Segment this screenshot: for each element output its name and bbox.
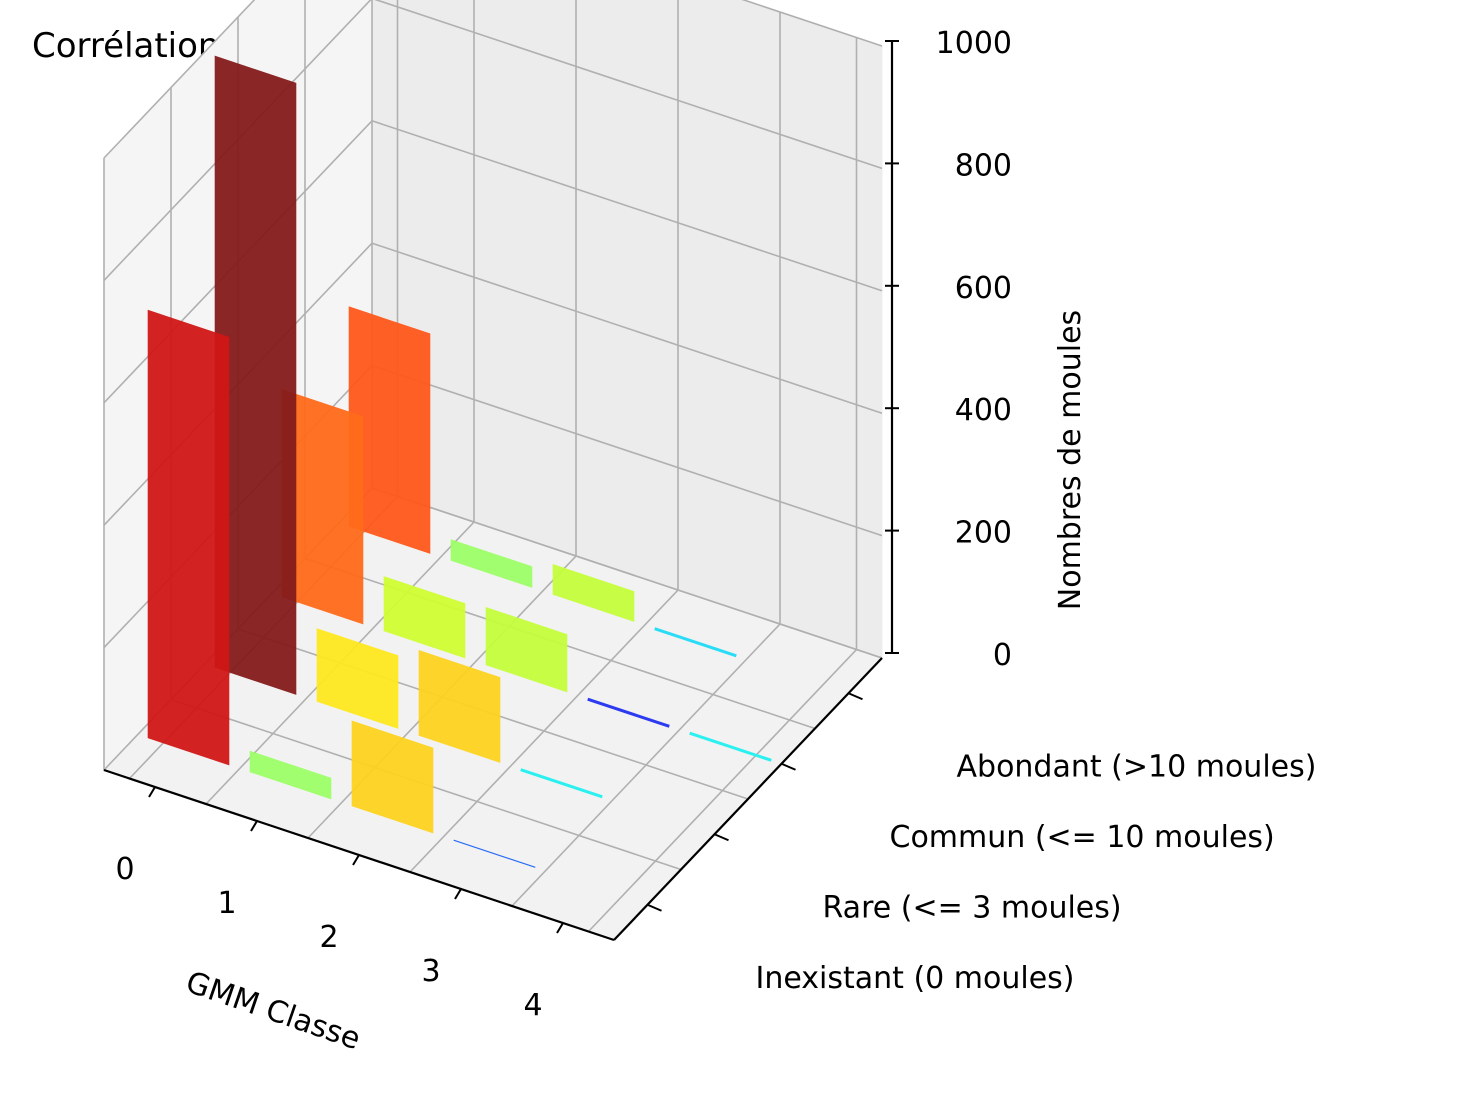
bar: [654, 627, 737, 658]
tick-marks: [148, 40, 899, 934]
bars: [147, 55, 772, 868]
x-axis-label: GMM Classe: [181, 965, 364, 1057]
y-tick-label: Inexistant (0 moules): [756, 961, 1075, 996]
z-tick-label: 800: [955, 148, 1012, 183]
z-axis-label: Nombres de moules: [1053, 310, 1088, 610]
z-tick-label: 0: [993, 638, 1012, 673]
bar: [587, 697, 670, 728]
y-tick-label: Abondant (>10 moules): [957, 749, 1317, 784]
x-tick: [148, 786, 156, 798]
x-tick: [250, 820, 258, 832]
x-tick-label: 1: [217, 886, 236, 921]
y-tick: [848, 692, 863, 701]
bar: [485, 607, 568, 693]
x-tick: [352, 854, 360, 866]
bar: [351, 720, 434, 834]
z-tick-label: 600: [955, 271, 1012, 306]
y-tick-label: Commun (<= 10 moules): [890, 820, 1275, 855]
x-tick-label: 2: [319, 920, 338, 955]
grid-line-z: [103, 119, 883, 404]
bar: [348, 306, 431, 554]
y-tick: [647, 903, 662, 912]
x-tick-label: 0: [115, 852, 134, 887]
y-tick-label: Rare (<= 3 moules): [823, 890, 1122, 925]
x-tick: [454, 888, 462, 900]
bar: [689, 731, 772, 762]
bar: [316, 628, 399, 729]
x-tick-label: 4: [523, 988, 542, 1023]
grid-line-z: [103, 0, 883, 159]
z-tick-label: 1000: [936, 26, 1012, 61]
bar: [418, 650, 501, 763]
grid-line-z: [103, 0, 883, 281]
bar: [453, 839, 536, 868]
x-tick: [556, 922, 564, 934]
y-tick: [714, 833, 729, 842]
bar: [383, 576, 466, 659]
y-axis-line: [613, 657, 883, 941]
bar: [450, 539, 533, 588]
x-tick-label: 3: [421, 954, 440, 989]
y-tick: [781, 762, 796, 771]
bar: [552, 564, 635, 622]
bar: [214, 55, 297, 695]
z-tick-label: 400: [955, 393, 1012, 428]
bar: [147, 309, 230, 766]
bar: [249, 750, 332, 800]
z-tick-label: 200: [955, 516, 1012, 551]
bar: [281, 389, 364, 625]
bar: [520, 768, 603, 799]
